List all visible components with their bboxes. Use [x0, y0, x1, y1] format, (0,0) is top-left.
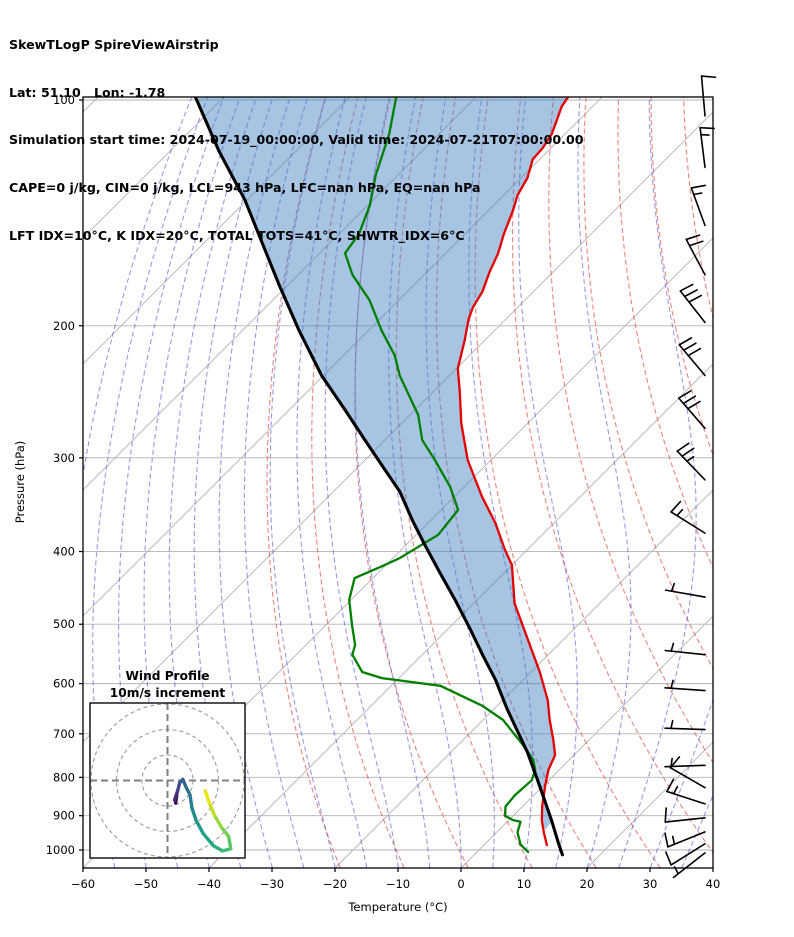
- x-tick-label: −50: [134, 877, 158, 891]
- y-tick-label: 600: [53, 677, 75, 691]
- y-tick-label: 300: [53, 451, 75, 465]
- header-latlon: Lat: 51.10 Lon: -1.78: [9, 84, 166, 100]
- x-tick-label: 0: [457, 877, 464, 891]
- header-title: SkewTLogP SpireViewAirstrip: [9, 36, 219, 52]
- x-tick-label: −30: [260, 877, 284, 891]
- x-tick-label: −40: [197, 877, 221, 891]
- y-tick-label: 500: [53, 617, 75, 631]
- header-stability-indices: LFT IDX=10°C, K IDX=20°C, TOTAL TOTS=41°…: [9, 227, 465, 243]
- hodograph-inset: Wind Profile 10m/s increment: [89, 669, 246, 859]
- y-tick-label: 700: [53, 727, 75, 741]
- hodograph-body: [89, 702, 246, 859]
- header-times: Simulation start time: 2024-07-19_00:00:…: [9, 132, 584, 148]
- y-axis-label: Pressure (hPa): [13, 441, 27, 524]
- x-tick-label: 30: [643, 877, 658, 891]
- hodograph-title: Wind Profile: [125, 669, 209, 683]
- x-tick-label: −10: [386, 877, 410, 891]
- y-tick-label: 400: [53, 545, 75, 559]
- x-axis-label: Temperature (°C): [347, 900, 447, 914]
- x-tick-label: 40: [706, 877, 721, 891]
- hodograph-subtitle: 10m/s increment: [110, 686, 226, 700]
- x-tick-label: −20: [323, 877, 347, 891]
- y-tick-label: 900: [53, 809, 75, 823]
- figure-header: SkewTLogP SpireViewAirstrip Lat: 51.10 L…: [9, 5, 583, 275]
- y-tick-label: 800: [53, 770, 75, 784]
- header-cape-indices: CAPE=0 j/kg, CIN=0 j/kg, LCL=943 hPa, LF…: [9, 179, 481, 195]
- y-tick-label: 100: [53, 93, 75, 107]
- x-tick-label: 10: [517, 877, 532, 891]
- wind-barb-column: [664, 75, 717, 879]
- sounding-profiles: [193, 97, 570, 857]
- x-tick-label: 20: [580, 877, 595, 891]
- y-tick-label: 1000: [46, 843, 75, 857]
- x-tick-label: −60: [71, 877, 95, 891]
- y-tick-label: 200: [53, 319, 75, 333]
